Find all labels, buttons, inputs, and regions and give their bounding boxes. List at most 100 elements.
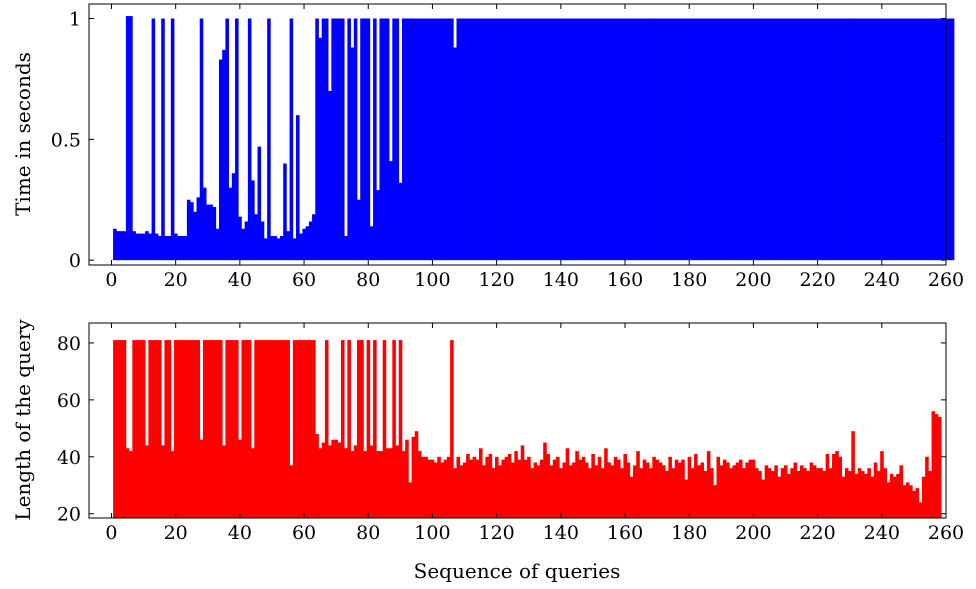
bar <box>158 340 162 518</box>
bar <box>764 18 769 261</box>
bar <box>838 456 843 518</box>
bar <box>129 16 133 261</box>
bottom-x-ticks: 0 20 40 60 80 100 120 140 160 180 200 220 240 260 <box>105 323 964 544</box>
bar <box>549 18 554 261</box>
bar <box>613 456 618 518</box>
x-tick-label: 100 <box>414 522 450 544</box>
x-tick-label: 180 <box>671 522 707 544</box>
bar <box>482 465 486 518</box>
bar <box>713 18 717 261</box>
bar <box>263 238 268 261</box>
bar <box>231 173 236 261</box>
x-tick-label: 100 <box>414 269 450 291</box>
bar <box>158 236 162 261</box>
bar <box>511 18 515 261</box>
bar <box>424 456 428 518</box>
bar <box>937 18 942 261</box>
x-axis-label: Sequence of queries <box>414 559 621 583</box>
bar <box>796 18 801 261</box>
bar <box>151 18 156 261</box>
x-tick-label: 240 <box>864 269 900 291</box>
bar <box>661 465 666 518</box>
bar <box>809 18 814 261</box>
bar <box>209 204 213 261</box>
bar <box>812 465 817 518</box>
bar <box>373 18 377 261</box>
bar <box>841 476 846 518</box>
bar <box>238 216 242 261</box>
bar <box>113 340 117 518</box>
bar <box>710 468 714 518</box>
bar <box>636 18 640 261</box>
bar <box>767 468 772 518</box>
bar <box>562 462 566 518</box>
bar <box>722 459 727 518</box>
bottom-chart-panel: 0 20 40 60 80 100 120 140 160 180 200 220 240 260 20 4… <box>11 319 964 583</box>
bar <box>328 91 332 261</box>
bar <box>613 18 618 261</box>
bar <box>905 18 910 261</box>
bar <box>276 340 281 518</box>
bar <box>199 18 204 261</box>
bar <box>225 340 229 518</box>
bar <box>424 18 428 261</box>
bar <box>883 468 887 518</box>
bar <box>533 18 538 261</box>
bar <box>437 456 441 518</box>
bar <box>501 459 506 518</box>
bar <box>690 468 695 518</box>
bar <box>353 445 358 518</box>
bar <box>392 340 396 518</box>
bar <box>177 340 181 518</box>
bar <box>655 18 660 261</box>
bar <box>283 340 287 518</box>
bar <box>495 456 499 518</box>
bar <box>893 18 897 261</box>
bar <box>844 468 849 518</box>
bar <box>700 462 705 518</box>
bar <box>825 453 830 518</box>
bar <box>437 18 441 261</box>
bar <box>912 490 916 518</box>
bar <box>925 18 929 261</box>
top-plot-frame <box>88 3 947 266</box>
bar <box>645 462 650 518</box>
bar <box>212 207 217 261</box>
bar <box>450 18 454 261</box>
bar <box>340 340 345 518</box>
bar <box>835 451 839 518</box>
bar <box>235 18 239 261</box>
bar <box>466 18 470 261</box>
bar <box>478 448 483 518</box>
bar <box>652 456 656 518</box>
bar <box>806 471 810 518</box>
bar <box>921 18 926 261</box>
y-tick-label: 60 <box>57 390 81 412</box>
bar <box>665 471 669 518</box>
bar <box>610 465 615 518</box>
bar <box>504 456 509 518</box>
bar <box>639 468 644 518</box>
bar <box>780 468 785 518</box>
bar <box>536 465 541 518</box>
bar <box>523 459 528 518</box>
bar <box>241 340 246 518</box>
bar <box>880 451 884 518</box>
bar <box>658 462 663 518</box>
bar <box>414 431 419 518</box>
bar <box>848 18 852 261</box>
bar <box>748 459 753 518</box>
bar <box>819 18 823 261</box>
bar <box>677 18 682 261</box>
bar <box>296 115 300 261</box>
bar <box>113 228 117 261</box>
bar <box>838 18 843 261</box>
bar <box>738 18 743 261</box>
bar <box>498 465 502 518</box>
bar <box>514 451 518 518</box>
bar <box>873 462 878 518</box>
bar <box>363 451 367 518</box>
bar <box>517 18 522 261</box>
bar <box>636 451 640 518</box>
bar <box>334 439 339 518</box>
